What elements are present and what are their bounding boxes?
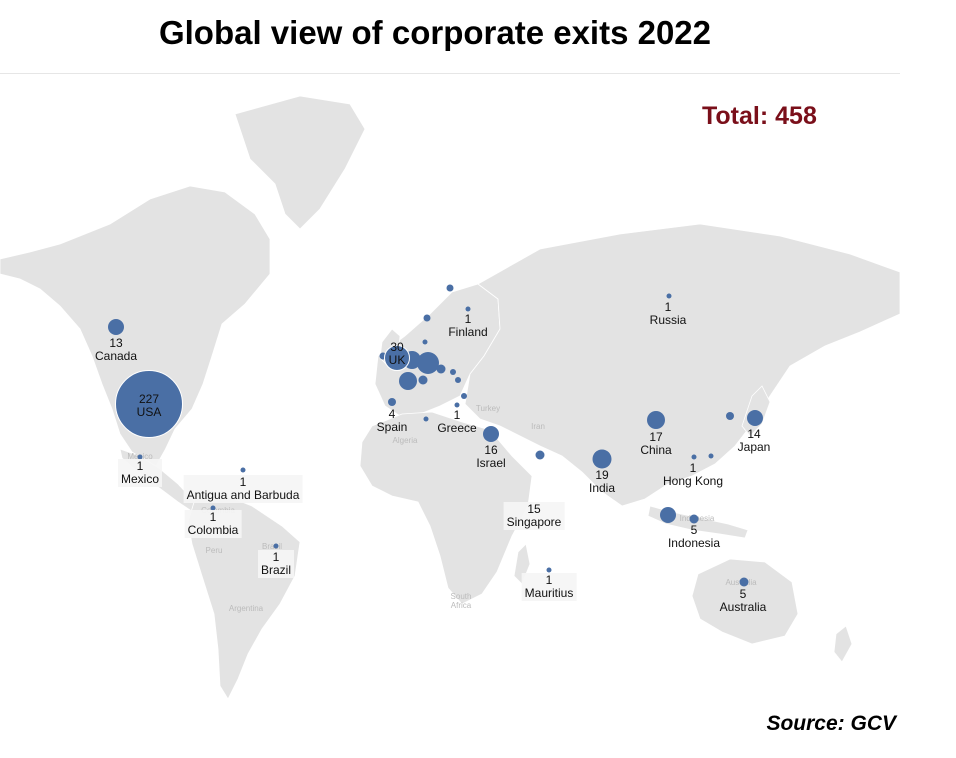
bubble-india[interactable]	[592, 449, 612, 469]
bubble-japan[interactable]	[747, 410, 763, 426]
label-singapore: 15 Singapore	[503, 502, 565, 530]
label-israel: 16 Israel	[476, 443, 506, 470]
africa-shape	[359, 411, 533, 605]
map-label-south-africa: South Africa	[450, 592, 472, 610]
bubble-brazil[interactable]	[273, 543, 279, 549]
bubble-finland[interactable]	[465, 306, 471, 312]
bubble-uk[interactable]	[384, 345, 410, 371]
bubble-indonesia[interactable]	[689, 514, 699, 524]
map-label-turkey: Turkey	[475, 404, 501, 413]
label-indonesia: 5 Indonesia	[667, 523, 721, 550]
marker-bubble[interactable]	[535, 450, 545, 460]
label-greece: 1 Greece	[437, 408, 477, 435]
marker-bubble[interactable]	[726, 412, 734, 420]
label-india: 19 India	[588, 468, 616, 495]
bubble-usa[interactable]	[115, 370, 183, 438]
north-america-shape	[0, 185, 271, 467]
map-label-argentina: Argentina	[228, 604, 264, 613]
label-hong-kong: 1 Hong Kong	[662, 461, 724, 488]
label-usa: 227 USA	[136, 392, 162, 419]
map-label-algeria: Algeria	[392, 436, 418, 445]
map-label-iran: Iran	[531, 422, 545, 431]
new-zealand-shape	[833, 625, 853, 663]
bubble-mexico[interactable]	[137, 454, 143, 460]
marker-bubble[interactable]	[446, 284, 454, 292]
label-japan: 14 Japan	[737, 427, 771, 454]
label-finland: 1 Finland	[448, 312, 488, 339]
source-note: Source: GCV	[766, 712, 896, 735]
marker-bubble[interactable]	[379, 352, 387, 360]
label-mexico: 1 Mexico	[117, 459, 163, 487]
marker-bubble[interactable]	[461, 393, 467, 399]
total-count: Total: 458	[702, 102, 817, 130]
bubble-antigua[interactable]	[240, 467, 246, 473]
marker-bubble[interactable]	[418, 375, 428, 385]
title-divider	[0, 73, 900, 74]
label-antigua: 1 Antigua and Barbuda	[183, 475, 303, 503]
label-uk: 30 UK	[388, 340, 406, 367]
bubble-canada[interactable]	[108, 319, 124, 335]
marker-bubble[interactable]	[417, 352, 439, 374]
bubble-singapore[interactable]	[660, 507, 676, 523]
asia-shape	[464, 223, 900, 507]
label-colombia: 1 Colombia	[184, 510, 242, 538]
south-america-shape	[187, 493, 301, 700]
bubble-colombia[interactable]	[210, 505, 216, 511]
label-canada: 13 Canada	[94, 336, 138, 363]
bubble-spain[interactable]	[388, 398, 396, 406]
bubble-mauritius[interactable]	[546, 567, 552, 573]
bubble-russia[interactable]	[666, 293, 672, 299]
chart-title: Global view of corporate exits 2022	[158, 14, 712, 51]
bubble-china[interactable]	[647, 411, 665, 429]
label-brazil: 1 Brazil	[257, 550, 295, 578]
greenland-shape	[234, 95, 366, 230]
marker-bubble[interactable]	[422, 339, 428, 345]
label-russia: 1 Russia	[649, 300, 687, 327]
marker-bubble[interactable]	[455, 377, 461, 383]
marker-bubble[interactable]	[708, 453, 714, 459]
marker-bubble[interactable]	[423, 314, 431, 322]
marker-bubble[interactable]	[399, 372, 417, 390]
marker-bubble[interactable]	[450, 369, 456, 375]
map-label-peru: Peru	[205, 546, 223, 555]
label-australia: 5 Australia	[719, 587, 767, 614]
map-label-brazil: Brazil	[261, 542, 283, 551]
bubble-australia[interactable]	[739, 577, 749, 587]
marker-bubble[interactable]	[436, 364, 446, 374]
bubble-greece[interactable]	[454, 402, 460, 408]
label-china: 17 China	[640, 430, 672, 457]
australia-shape	[691, 558, 799, 645]
label-mauritius: 1 Mauritius	[521, 573, 577, 601]
bubble-israel[interactable]	[483, 426, 499, 442]
marker-bubble[interactable]	[423, 416, 429, 422]
label-spain: 4 Spain	[376, 407, 408, 434]
bubble-hong-kong[interactable]	[691, 454, 697, 460]
